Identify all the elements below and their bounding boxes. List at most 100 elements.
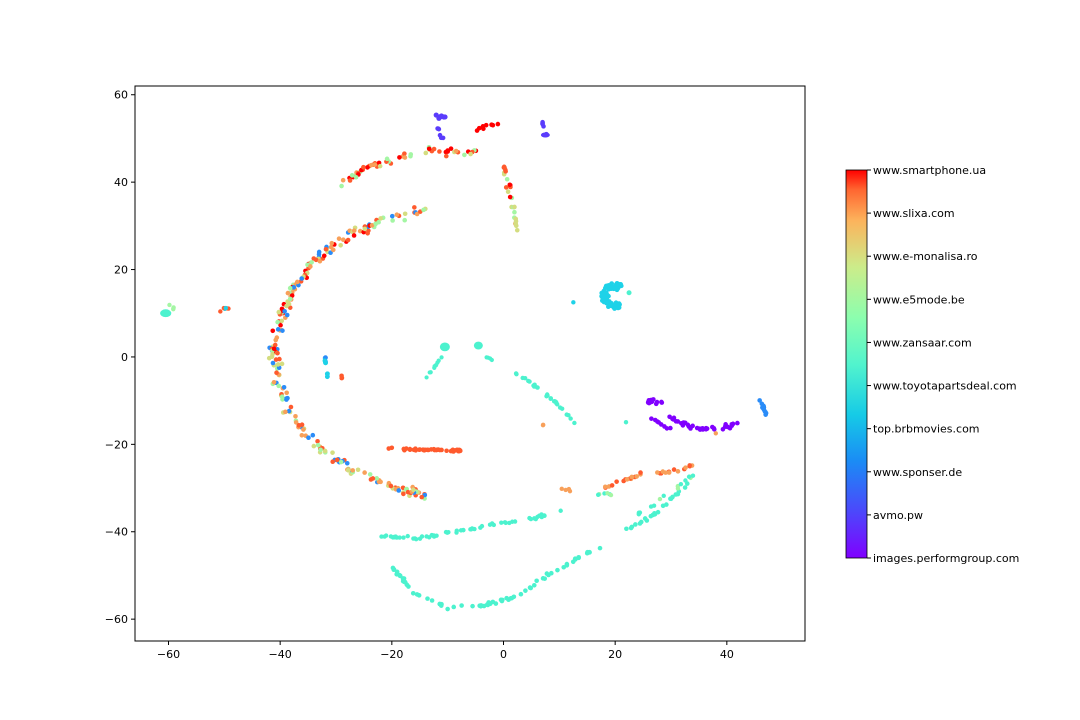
x-tick-label: 40	[720, 648, 734, 661]
data-point	[532, 384, 537, 389]
data-point	[338, 459, 344, 465]
data-point	[299, 432, 305, 438]
data-point	[648, 513, 654, 519]
data-point	[323, 360, 328, 366]
data-point	[345, 468, 351, 473]
data-point	[338, 243, 343, 248]
data-point	[345, 237, 351, 243]
data-point	[396, 488, 402, 493]
data-point	[507, 520, 512, 526]
data-point	[411, 487, 416, 493]
data-point	[444, 448, 449, 454]
data-point	[341, 237, 346, 243]
data-point	[394, 569, 400, 575]
data-point	[223, 305, 228, 311]
data-point	[394, 212, 400, 218]
data-point	[576, 555, 581, 561]
data-point	[284, 390, 290, 396]
data-point	[374, 476, 380, 481]
data-point	[602, 484, 608, 490]
data-point	[428, 447, 434, 452]
data-point	[730, 421, 736, 427]
x-tick-label: −20	[380, 648, 403, 661]
data-point	[534, 578, 539, 584]
data-point	[408, 153, 413, 159]
data-point	[474, 128, 480, 133]
data-point	[626, 290, 632, 296]
data-point	[540, 422, 546, 428]
data-point	[597, 545, 603, 551]
data-point	[412, 205, 417, 210]
data-point	[288, 404, 294, 410]
data-point	[318, 447, 323, 453]
data-point	[759, 401, 765, 407]
data-point	[638, 519, 644, 525]
data-point	[439, 447, 444, 453]
data-point	[397, 573, 403, 579]
data-point	[624, 526, 629, 532]
data-point	[411, 447, 417, 453]
data-point	[405, 489, 411, 495]
data-point	[585, 549, 590, 555]
data-point	[484, 355, 489, 360]
data-point	[419, 494, 425, 500]
data-point	[379, 534, 384, 539]
data-point	[572, 420, 577, 426]
data-point	[373, 221, 379, 227]
data-point	[423, 150, 429, 156]
data-point	[386, 446, 392, 451]
data-point	[682, 420, 688, 426]
data-point	[424, 375, 429, 380]
data-point	[462, 152, 467, 158]
data-point	[666, 470, 672, 475]
data-point	[453, 148, 459, 154]
data-point	[507, 194, 513, 200]
y-tick-label: 0	[121, 351, 128, 364]
data-point	[570, 559, 576, 565]
data-point	[344, 460, 350, 466]
data-point	[282, 309, 287, 314]
data-point	[531, 582, 537, 588]
data-point	[281, 384, 287, 390]
data-point	[291, 285, 297, 290]
data-point	[710, 424, 715, 430]
data-point	[653, 401, 659, 407]
data-point	[270, 360, 276, 366]
data-point	[402, 217, 408, 223]
data-point	[323, 246, 329, 252]
data-point	[397, 155, 402, 160]
data-point	[559, 486, 564, 492]
data-point	[661, 493, 666, 499]
data-point	[171, 306, 176, 312]
data-point	[321, 253, 327, 259]
data-point	[629, 474, 635, 480]
data-point	[330, 459, 336, 465]
data-point	[276, 383, 282, 389]
colorbar-label: www.e5mode.be	[873, 293, 965, 306]
data-point	[289, 293, 295, 298]
data-point	[671, 467, 677, 472]
data-point	[277, 356, 282, 362]
colorbar-ticks: www.smartphone.ua www.slixa.com www.e-mona…	[867, 164, 1019, 565]
data-point	[286, 408, 292, 414]
data-point-cluster	[473, 341, 483, 350]
data-point	[503, 185, 509, 190]
y-tick-label: 40	[114, 176, 128, 189]
data-point	[401, 491, 406, 497]
data-point	[503, 169, 508, 174]
data-point	[608, 303, 614, 309]
data-point	[349, 173, 355, 178]
data-point	[317, 258, 323, 264]
data-point	[402, 151, 407, 156]
data-point	[435, 360, 440, 365]
data-point	[431, 533, 436, 538]
data-point	[454, 528, 459, 533]
data-point	[655, 509, 661, 515]
data-point	[659, 400, 665, 405]
data-point	[455, 448, 461, 454]
data-point	[495, 121, 501, 127]
data-point	[330, 247, 336, 253]
data-point	[278, 322, 283, 328]
colorbar-label: www.smartphone.ua	[873, 164, 986, 177]
data-point	[445, 606, 450, 612]
